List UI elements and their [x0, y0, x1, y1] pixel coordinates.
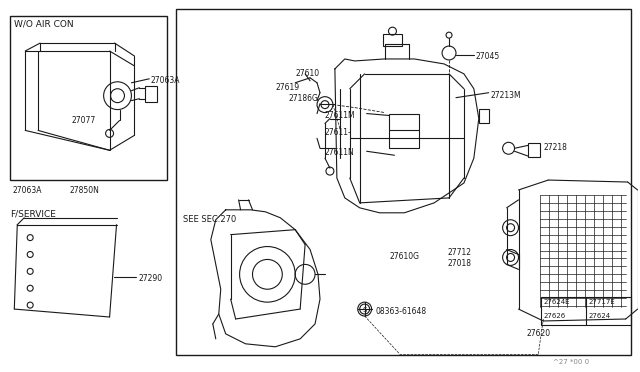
- Text: ^27 *00 0: ^27 *00 0: [553, 359, 589, 365]
- Text: W/O AIR CON: W/O AIR CON: [14, 19, 74, 28]
- Text: 27717E: 27717E: [589, 299, 616, 305]
- Text: 27626: 27626: [543, 313, 566, 319]
- Text: 27611-: 27611-: [325, 128, 352, 137]
- Text: 27610: 27610: [295, 69, 319, 78]
- Bar: [529, 143, 540, 157]
- Bar: [176, 9, 630, 355]
- Text: 27018: 27018: [447, 259, 471, 269]
- Text: 27290: 27290: [138, 274, 163, 283]
- Text: 27624: 27624: [589, 313, 611, 319]
- Bar: [479, 109, 489, 124]
- Text: 27712: 27712: [447, 247, 471, 257]
- Text: F/SERVICE: F/SERVICE: [10, 210, 56, 219]
- Text: 27620: 27620: [527, 329, 550, 338]
- Bar: [145, 86, 157, 102]
- Text: 08363-61648: 08363-61648: [376, 307, 427, 316]
- Text: 27218: 27218: [543, 143, 567, 152]
- Text: SEE SEC.270: SEE SEC.270: [183, 215, 236, 224]
- Bar: [390, 113, 419, 148]
- Text: 27045: 27045: [476, 52, 500, 61]
- Bar: [10, 16, 167, 180]
- Text: 27063A: 27063A: [12, 186, 42, 195]
- Text: 27213M: 27213M: [491, 91, 522, 100]
- Text: 27186G: 27186G: [288, 94, 318, 103]
- Text: 27624E: 27624E: [543, 299, 570, 305]
- Text: 27611M: 27611M: [325, 110, 356, 119]
- Text: S: S: [363, 307, 367, 313]
- Text: 27610G: 27610G: [390, 253, 419, 262]
- Text: 27063A: 27063A: [150, 76, 180, 85]
- Bar: [541, 297, 630, 325]
- Text: 27077: 27077: [72, 116, 96, 125]
- Bar: [383, 34, 403, 46]
- Text: 27619: 27619: [275, 83, 300, 92]
- Text: 27611N: 27611N: [325, 148, 355, 157]
- Text: 27850N: 27850N: [70, 186, 100, 195]
